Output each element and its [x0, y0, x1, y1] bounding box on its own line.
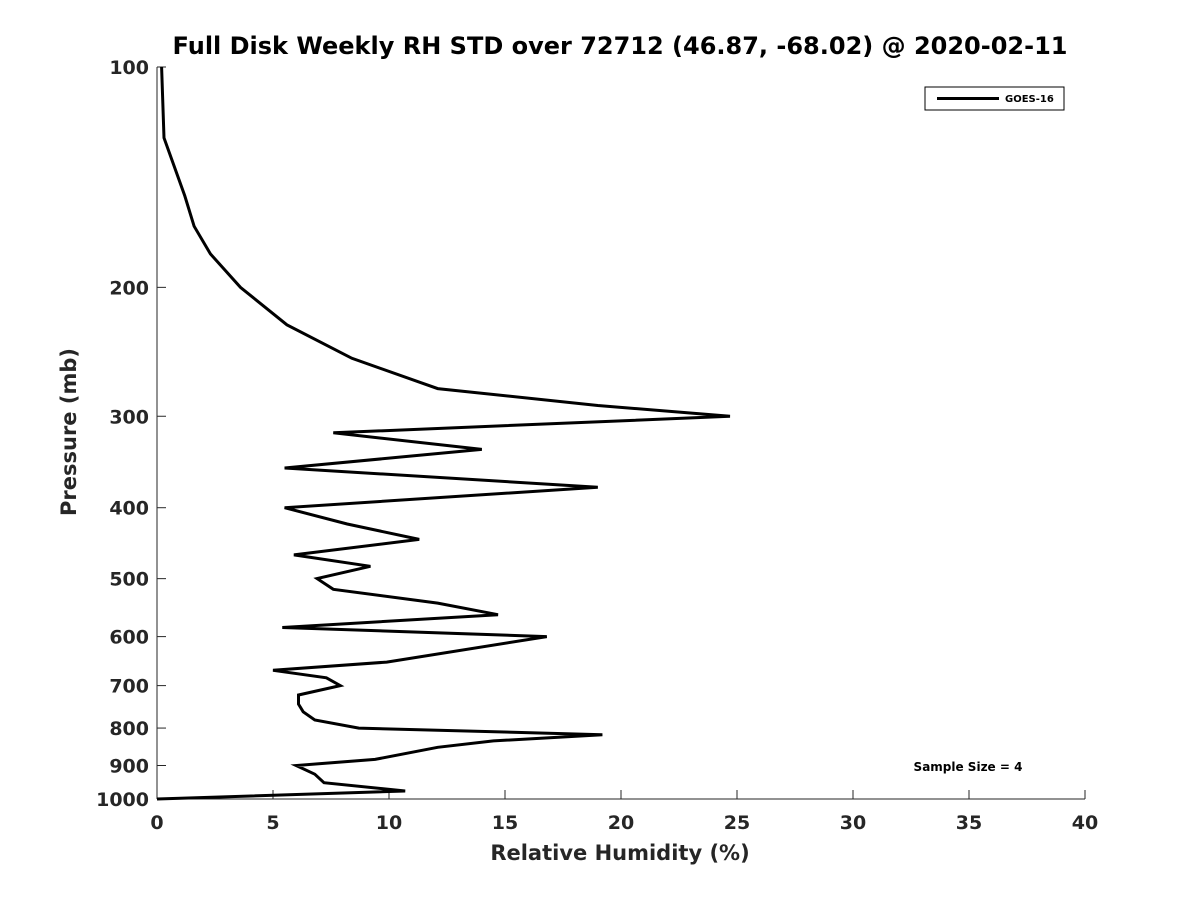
y-tick-label: 800	[109, 718, 149, 740]
x-tick-label: 25	[724, 812, 750, 834]
y-tick-label: 600	[109, 627, 149, 649]
x-tick-label: 0	[150, 812, 163, 834]
y-axis-label: Pressure (mb)	[57, 348, 81, 516]
y-tick-label: 1000	[96, 789, 149, 811]
y-tick-label: 500	[109, 569, 149, 591]
sample-size-annotation: Sample Size = 4	[914, 760, 1023, 774]
y-tick-label: 300	[109, 406, 149, 428]
y-tick-label: 200	[109, 277, 149, 299]
x-tick-label: 15	[492, 812, 518, 834]
x-tick-label: 35	[956, 812, 982, 834]
x-tick-label: 5	[266, 812, 279, 834]
x-tick-label: 40	[1072, 812, 1098, 834]
plot-area: 0 5 10 15 20 25 30 35 40 100 200 300 400 500 600 700 800…	[96, 57, 1098, 834]
series-line-goes-16	[156, 66, 731, 801]
x-axis-label: Relative Humidity (%)	[490, 841, 749, 865]
x-tick-label: 20	[608, 812, 634, 834]
y-tick-label: 900	[109, 756, 149, 778]
y-tick-label: 400	[109, 498, 149, 520]
x-tick-label: 10	[376, 812, 402, 834]
legend: GOES-16	[924, 86, 1065, 111]
chart-title: Full Disk Weekly RH STD over 72712 (46.8…	[173, 32, 1068, 60]
y-tick-label: 100	[109, 57, 149, 79]
legend-series-label: GOES-16	[1005, 94, 1054, 105]
x-tick-label: 30	[840, 812, 866, 834]
y-tick-label: 700	[109, 676, 149, 698]
